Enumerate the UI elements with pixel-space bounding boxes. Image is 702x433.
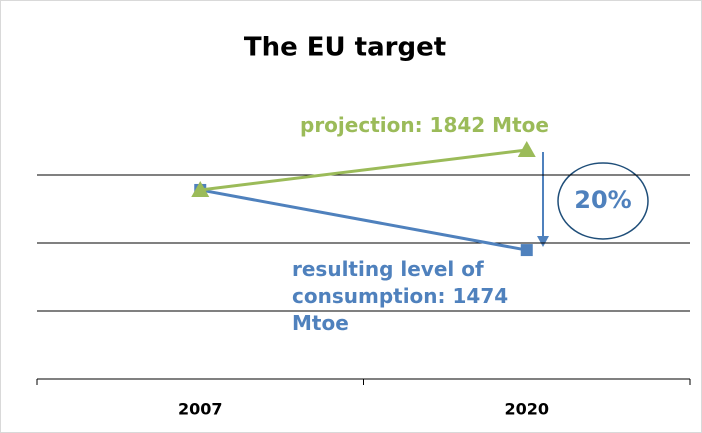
marker — [520, 244, 533, 257]
annotation: projection: 1842 Mtoe — [300, 113, 549, 137]
x-tick-label: 2020 — [504, 400, 549, 419]
circle — [557, 162, 649, 240]
chart-title: The EU target — [244, 33, 446, 63]
marker — [517, 140, 536, 157]
x-tick-label: 2007 — [178, 400, 223, 419]
line — [200, 148, 527, 192]
annotation: 20% — [574, 186, 631, 214]
marker — [191, 180, 210, 197]
arrow-head — [537, 236, 549, 247]
line — [199, 188, 528, 252]
annotation: resulting level of consumption: 1474 Mto… — [292, 257, 509, 335]
